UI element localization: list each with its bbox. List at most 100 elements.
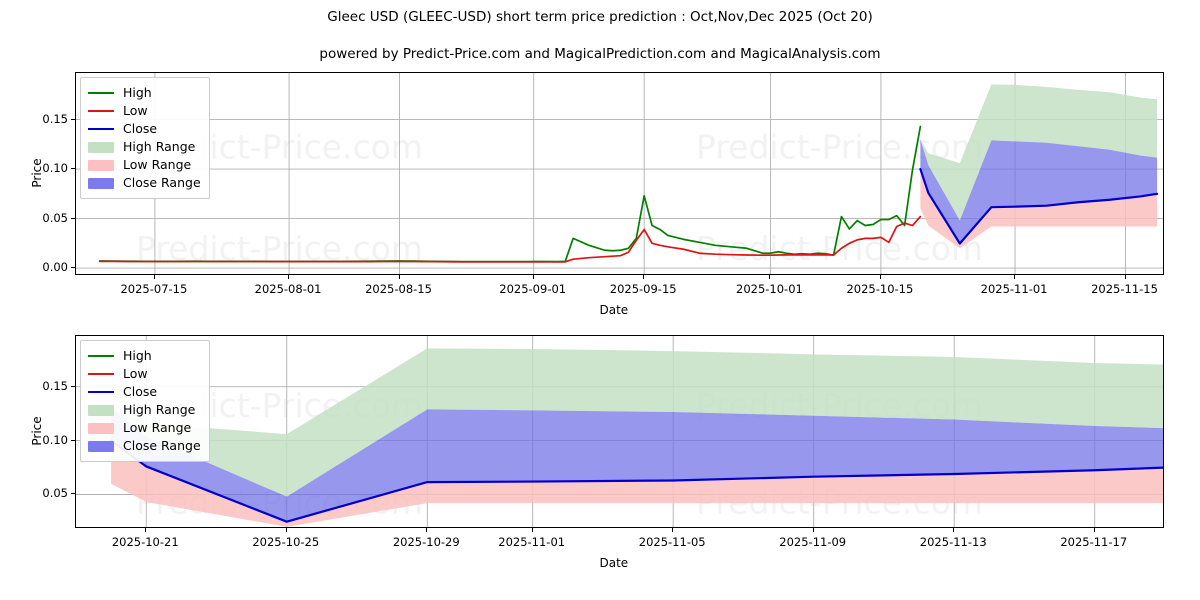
legend-swatch-icon xyxy=(88,105,114,117)
y-tick-mark xyxy=(71,118,75,120)
legend-swatch-icon xyxy=(88,404,114,416)
legend-item-label: High xyxy=(123,348,152,363)
page-title: Gleec USD (GLEEC-USD) short term price p… xyxy=(327,9,873,25)
x-tick-label: 2025-11-01 xyxy=(498,535,566,549)
y-tick-label: 0.10 xyxy=(42,432,68,447)
legend-item[interactable]: Low xyxy=(88,365,201,383)
y-tick-label: 0.15 xyxy=(42,378,68,393)
legend-item-label: High Range xyxy=(123,402,196,417)
legend-item[interactable]: Close xyxy=(88,120,201,138)
detail-legend: High Low Close High Range Low Range Close Ran… xyxy=(80,340,210,462)
x-tick-mark xyxy=(1124,275,1126,279)
overview-plot-svg: Predict-Price.com Predict-Price.comPredic… xyxy=(76,73,1163,274)
x-tick-mark xyxy=(1093,528,1095,532)
x-tick-mark xyxy=(812,528,814,532)
legend-item[interactable]: Close Range xyxy=(88,174,201,192)
x-tick-mark xyxy=(285,528,287,532)
legend-item-label: High Range xyxy=(123,139,196,154)
detail-plot-svg: Predict-Price.comPredict-Price.comPredic… xyxy=(76,336,1163,527)
legend-swatch-icon xyxy=(88,386,114,398)
overview-legend: High Low Close High Range Low Range Close Ran… xyxy=(80,77,210,199)
x-tick-label: 2025-10-15 xyxy=(846,282,914,296)
y-tick-label: 0.00 xyxy=(42,260,68,275)
x-tick-mark xyxy=(145,528,147,532)
y-tick-mark xyxy=(71,385,75,387)
x-axis-label-overview: Date xyxy=(599,303,629,317)
legend-item[interactable]: Close xyxy=(88,383,201,401)
x-tick-label: 2025-08-15 xyxy=(365,282,432,296)
legend-item[interactable]: Low xyxy=(88,102,201,120)
page-subtitle: powered by Predict-Price.com and Magical… xyxy=(319,46,881,62)
legend-item-label: Low xyxy=(123,366,148,381)
x-tick-label: 2025-10-29 xyxy=(392,535,460,549)
high-range-band xyxy=(111,348,1163,497)
high-range-band xyxy=(920,84,1158,221)
x-tick-label: 2025-11-09 xyxy=(779,535,847,549)
x-tick-mark xyxy=(532,275,534,279)
x-tick-mark xyxy=(426,528,428,532)
x-tick-mark xyxy=(769,275,771,279)
x-tick-mark xyxy=(672,528,674,532)
detail-plot-area: Predict-Price.comPredict-Price.comPredic… xyxy=(75,335,1164,528)
x-tick-mark xyxy=(643,275,645,279)
legend-item-label: Close xyxy=(123,121,158,136)
close-line xyxy=(919,167,1159,245)
y-tick-mark xyxy=(71,217,75,219)
x-axis-label-detail: Date xyxy=(599,556,629,570)
x-tick-mark xyxy=(1014,275,1016,279)
legend-swatch-icon xyxy=(88,440,114,452)
legend-item[interactable]: High xyxy=(88,347,201,365)
legend-swatch-icon xyxy=(88,141,114,153)
x-tick-label: 2025-09-15 xyxy=(609,282,677,296)
legend-item-label: Close xyxy=(123,384,158,399)
x-tick-label: 2025-10-01 xyxy=(736,282,803,296)
x-tick-label: 2025-10-21 xyxy=(111,535,179,549)
low-line xyxy=(98,215,922,263)
x-tick-mark xyxy=(398,275,400,279)
x-tick-label: 2025-10-25 xyxy=(252,535,320,549)
x-tick-mark xyxy=(288,275,290,279)
x-tick-mark xyxy=(153,275,155,279)
low-range-band xyxy=(111,440,1163,527)
x-tick-label: 2025-11-05 xyxy=(638,535,706,549)
legend-item-label: Close Range xyxy=(123,175,201,190)
legend-item-label: Low Range xyxy=(123,157,192,172)
y-axis-label-detail: Price xyxy=(30,415,44,446)
close-line xyxy=(110,439,1163,523)
y-tick-label: 0.10 xyxy=(42,161,68,176)
x-tick-mark xyxy=(531,528,533,532)
close-range-band xyxy=(920,139,1158,244)
legend-item[interactable]: Low Range xyxy=(88,156,201,174)
x-tick-mark xyxy=(953,528,955,532)
low-range-band xyxy=(920,169,1158,249)
legend-swatch-icon xyxy=(88,177,114,189)
y-tick-mark xyxy=(71,439,75,441)
legend-swatch-icon xyxy=(88,87,114,99)
x-tick-label: 2025-11-17 xyxy=(1060,535,1128,549)
legend-swatch-icon xyxy=(88,123,114,135)
x-tick-label: 2025-11-01 xyxy=(980,282,1048,296)
y-tick-mark xyxy=(71,493,75,495)
x-tick-label: 2025-09-01 xyxy=(499,282,567,296)
legend-item[interactable]: Low Range xyxy=(88,419,201,437)
y-tick-label: 0.15 xyxy=(42,111,68,126)
legend-swatch-icon xyxy=(88,350,114,362)
x-tick-label: 2025-11-15 xyxy=(1091,282,1158,296)
x-tick-label: 2025-08-01 xyxy=(254,282,322,296)
legend-item[interactable]: High Range xyxy=(88,401,201,419)
legend-item-label: High xyxy=(123,85,152,100)
x-tick-mark xyxy=(879,275,881,279)
legend-item[interactable]: High Range xyxy=(88,138,201,156)
x-tick-label: 2025-07-15 xyxy=(120,282,188,296)
legend-swatch-icon xyxy=(88,368,114,380)
legend-item[interactable]: Close Range xyxy=(88,437,201,455)
y-tick-label: 0.05 xyxy=(42,210,68,225)
close-range-band xyxy=(111,408,1163,522)
legend-item[interactable]: High xyxy=(88,84,201,102)
overview-plot-area: Predict-Price.com Predict-Price.com Predic… xyxy=(75,72,1164,275)
legend-swatch-icon xyxy=(88,422,114,434)
legend-swatch-icon xyxy=(88,159,114,171)
legend-item-label: Low Range xyxy=(123,420,192,435)
